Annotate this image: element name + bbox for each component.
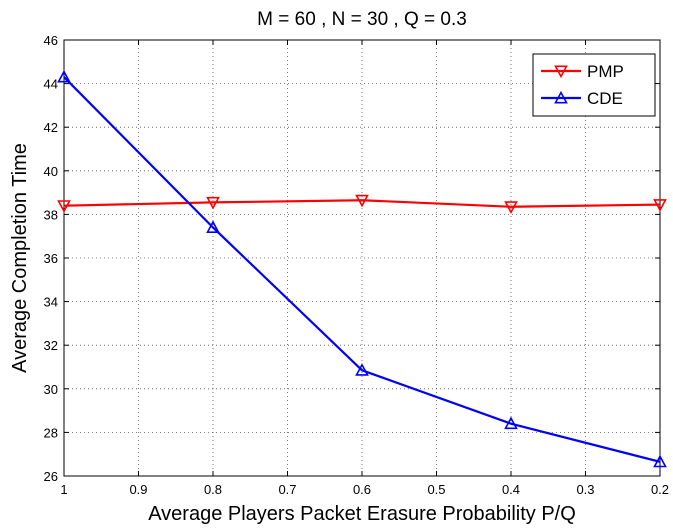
x-tick-label: 0.5: [427, 482, 445, 497]
data-point-pmp: [504, 201, 518, 214]
y-tick-label: 42: [44, 120, 58, 135]
data-point-cde: [653, 454, 667, 468]
y-axis-title: Average Completion Time: [9, 143, 31, 373]
chart-title: M = 60 , N = 30 , Q = 0.3: [257, 9, 467, 30]
x-tick-label: 0.9: [129, 482, 147, 497]
series-layer: [57, 69, 667, 468]
data-point-pmp: [57, 200, 71, 213]
x-tick-label: 0.4: [502, 482, 520, 497]
legend-box: [532, 53, 656, 117]
y-tick-label: 38: [44, 207, 58, 222]
series-pmp: [57, 194, 667, 214]
y-tick-label: 46: [44, 33, 58, 48]
y-tick-label: 32: [44, 338, 58, 353]
y-tick-label: 34: [44, 295, 58, 310]
x-tick-label: 0.3: [576, 482, 594, 497]
data-point-cde: [57, 69, 71, 83]
y-tick-label: 30: [44, 382, 58, 397]
x-tick-label: 1: [60, 482, 67, 497]
x-tick-label: 0.6: [353, 482, 371, 497]
y-tick-label: 44: [44, 77, 58, 92]
axis-ticks: 1 0.9 0.8 0.7 0.6 0.5 0.4 0.3 0.2 26 28 30 32 34 36 38 4…: [44, 33, 670, 497]
legend-marker-pmp: [554, 65, 568, 79]
y-tick-label: 36: [44, 251, 58, 266]
data-point-cde: [355, 363, 369, 376]
data-point-pmp: [653, 199, 667, 212]
legend-label-cde: CDE: [587, 89, 623, 108]
x-tick-label: 0.7: [278, 482, 296, 497]
x-axis-title: Average Players Packet Erasure Probabili…: [148, 503, 576, 525]
data-point-cde: [206, 220, 220, 233]
series-cde: [57, 69, 667, 468]
legend-marker-cde: [554, 90, 568, 104]
x-tick-label: 0.2: [651, 482, 669, 497]
y-tick-label: 28: [44, 425, 58, 440]
data-point-pmp: [206, 196, 220, 210]
series-line-pmp: [63, 199, 661, 208]
y-tick-label: 40: [44, 164, 58, 179]
x-tick-label: 0.8: [204, 482, 222, 497]
y-tick-label: 26: [44, 469, 58, 484]
legend: PMP CDE: [532, 53, 656, 117]
legend-label-pmp: PMP: [587, 62, 624, 81]
series-line-cde: [63, 76, 661, 463]
data-point-pmp: [355, 194, 369, 208]
data-point-cde: [504, 416, 518, 430]
